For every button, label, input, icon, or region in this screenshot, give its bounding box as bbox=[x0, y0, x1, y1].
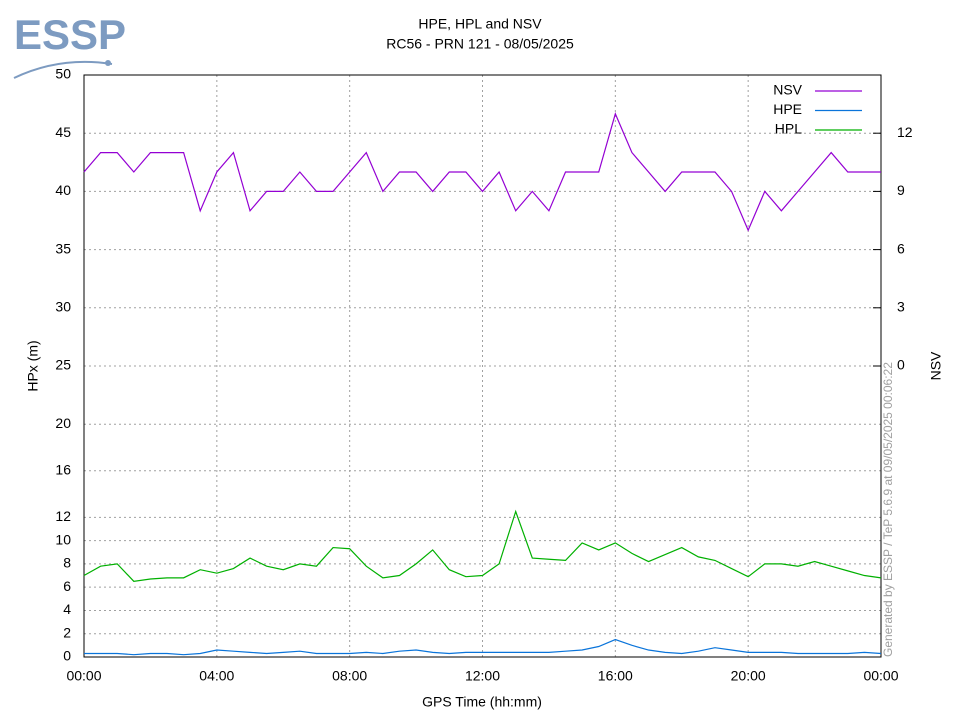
y2-tick-label: 0 bbox=[897, 357, 905, 373]
x-tick-label: 00:00 bbox=[863, 668, 898, 684]
footnote: Generated by ESSP / TeP 5.6.9 at 09/05/2… bbox=[881, 362, 895, 657]
chart-title: HPE, HPL and NSV bbox=[418, 16, 542, 32]
x-tick-label: 08:00 bbox=[332, 668, 367, 684]
y-tick-label: 8 bbox=[63, 555, 71, 571]
y-axis-label: HPx (m) bbox=[25, 340, 41, 391]
y-tick-label: 12 bbox=[55, 508, 71, 524]
y-tick-label: 6 bbox=[63, 578, 71, 594]
y-tick-label: 2 bbox=[63, 624, 71, 640]
logo-swoosh bbox=[13, 60, 113, 79]
y2-tick-label: 9 bbox=[897, 182, 905, 198]
y-tick-label: 35 bbox=[55, 240, 71, 256]
legend-label: HPE bbox=[773, 101, 802, 117]
y-tick-label: 30 bbox=[55, 299, 71, 315]
chart-subtitle: RC56 - PRN 121 - 08/05/2025 bbox=[386, 36, 574, 52]
logo-dot bbox=[105, 60, 111, 66]
y-tick-label: 0 bbox=[63, 648, 71, 664]
y-tick-label: 25 bbox=[55, 357, 71, 373]
x-tick-label: 20:00 bbox=[731, 668, 766, 684]
y-tick-label: 45 bbox=[55, 124, 71, 140]
y-tick-label: 4 bbox=[63, 601, 71, 617]
series-line bbox=[83, 509, 882, 582]
legend-label: NSV bbox=[773, 82, 802, 98]
y-tick-label: 50 bbox=[55, 66, 71, 82]
x-tick-label: 04:00 bbox=[199, 668, 234, 684]
series-line bbox=[84, 638, 882, 656]
legend-label: HPL bbox=[775, 121, 802, 137]
x-tick-label: 12:00 bbox=[465, 668, 500, 684]
y2-tick-label: 12 bbox=[897, 124, 913, 140]
y-tick-label: 10 bbox=[55, 531, 71, 547]
logo: ESSP bbox=[14, 11, 126, 58]
series-line bbox=[83, 112, 881, 232]
y2-tick-label: 6 bbox=[897, 240, 905, 256]
x-tick-label: 00:00 bbox=[66, 668, 101, 684]
y2-axis-label: NSV bbox=[928, 351, 944, 380]
y-tick-label: 40 bbox=[55, 182, 71, 198]
x-axis-label: GPS Time (hh:mm) bbox=[422, 694, 542, 710]
y-tick-label: 20 bbox=[55, 415, 71, 431]
y2-tick-label: 3 bbox=[897, 299, 905, 315]
y-tick-label: 16 bbox=[55, 461, 71, 477]
plot-border bbox=[83, 74, 882, 658]
x-tick-label: 16:00 bbox=[598, 668, 633, 684]
